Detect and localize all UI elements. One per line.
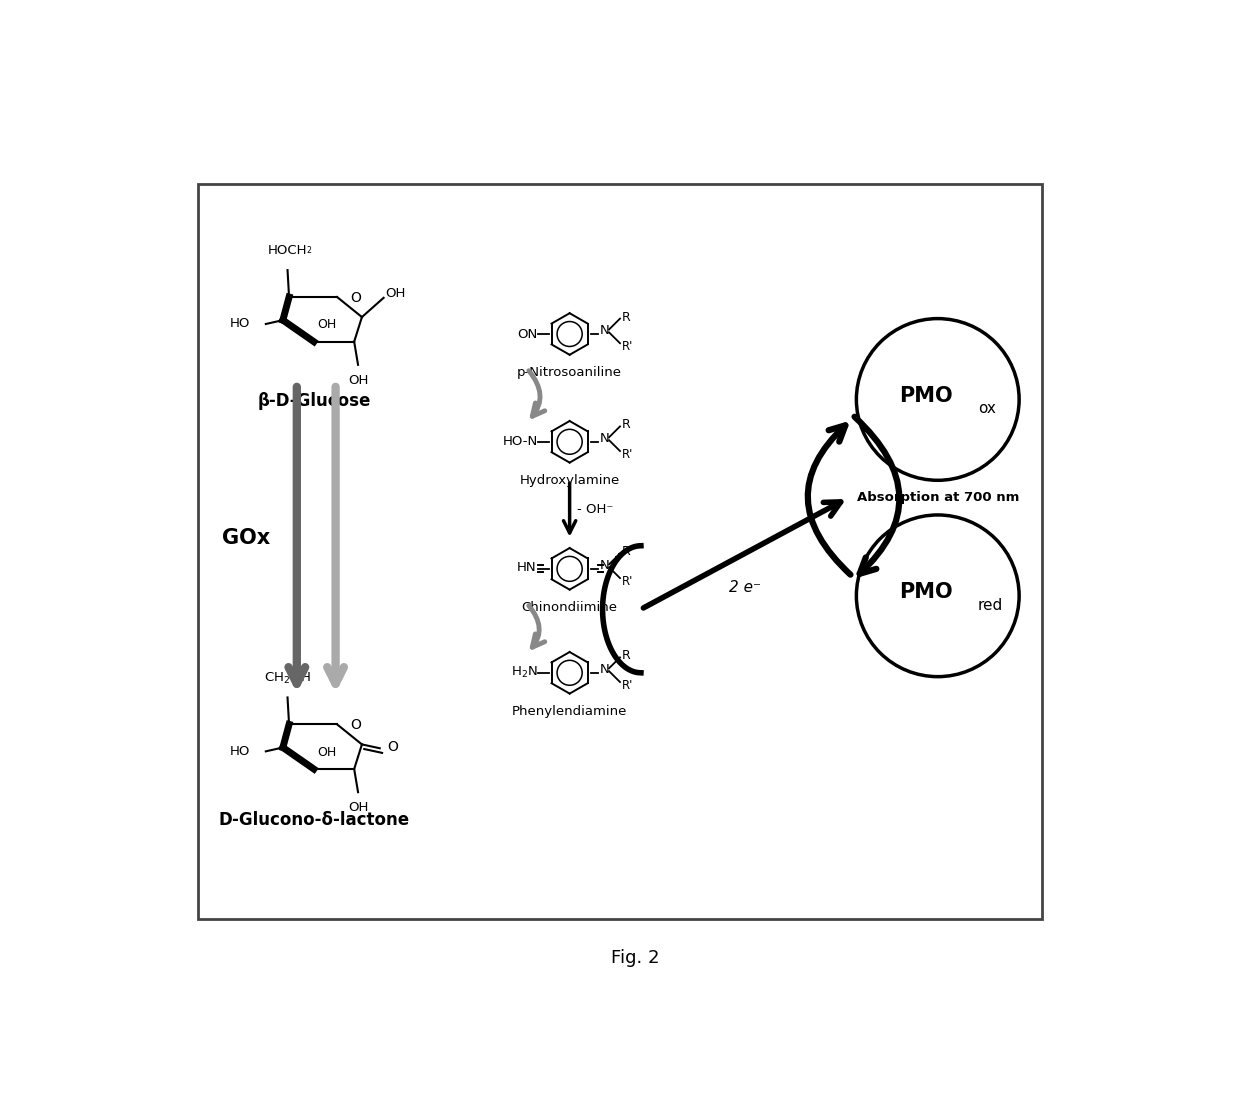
Text: HN: HN bbox=[517, 561, 537, 574]
Text: HO-N: HO-N bbox=[502, 435, 538, 448]
Text: $_2$: $_2$ bbox=[306, 244, 312, 256]
Text: OH: OH bbox=[386, 288, 405, 300]
Text: HOCH: HOCH bbox=[268, 244, 308, 256]
Text: OH: OH bbox=[348, 374, 370, 387]
FancyBboxPatch shape bbox=[197, 184, 1043, 919]
Text: D-Glucono-δ-lactone: D-Glucono-δ-lactone bbox=[218, 812, 409, 830]
Text: R: R bbox=[621, 545, 630, 559]
Text: R': R' bbox=[621, 574, 632, 588]
Text: R': R' bbox=[621, 340, 632, 352]
Text: R: R bbox=[621, 649, 630, 662]
Text: 2 e⁻: 2 e⁻ bbox=[729, 580, 761, 595]
Text: Absorption at 700 nm: Absorption at 700 nm bbox=[857, 491, 1019, 504]
Text: R: R bbox=[621, 418, 630, 432]
Text: R: R bbox=[621, 311, 630, 323]
Text: OH: OH bbox=[348, 802, 370, 814]
Circle shape bbox=[857, 515, 1019, 677]
Text: PMO: PMO bbox=[899, 582, 952, 602]
Text: Hydroxylamine: Hydroxylamine bbox=[520, 474, 620, 487]
Text: GOx: GOx bbox=[222, 529, 270, 549]
Text: N: N bbox=[600, 324, 610, 338]
Text: p-Nitrosoaniline: p-Nitrosoaniline bbox=[517, 367, 622, 379]
Text: R': R' bbox=[621, 679, 632, 691]
Text: OH: OH bbox=[317, 746, 337, 758]
Text: OH: OH bbox=[317, 318, 337, 331]
Text: N: N bbox=[600, 433, 610, 445]
Text: β-D-Glucose: β-D-Glucose bbox=[257, 391, 371, 409]
Text: N: N bbox=[600, 663, 610, 676]
Text: ON: ON bbox=[517, 328, 538, 340]
Text: HO: HO bbox=[229, 318, 250, 330]
Text: O: O bbox=[387, 739, 398, 754]
Text: O: O bbox=[350, 291, 361, 304]
Text: Fig. 2: Fig. 2 bbox=[611, 949, 660, 967]
Text: Chinondiimine: Chinondiimine bbox=[522, 601, 618, 614]
Text: ox: ox bbox=[978, 401, 996, 416]
Text: red: red bbox=[978, 598, 1003, 612]
Circle shape bbox=[857, 319, 1019, 481]
Text: - OH⁻: - OH⁻ bbox=[578, 504, 614, 516]
Text: H$_2$N: H$_2$N bbox=[511, 666, 538, 680]
Text: O: O bbox=[350, 718, 361, 733]
Text: Phenylendiamine: Phenylendiamine bbox=[512, 705, 627, 718]
Text: HO: HO bbox=[229, 745, 250, 758]
Text: CH$_2$OH: CH$_2$OH bbox=[264, 671, 311, 686]
Text: R': R' bbox=[621, 447, 632, 460]
Text: PMO: PMO bbox=[899, 386, 952, 406]
Text: N: N bbox=[600, 560, 610, 572]
Text: +: + bbox=[614, 552, 622, 562]
